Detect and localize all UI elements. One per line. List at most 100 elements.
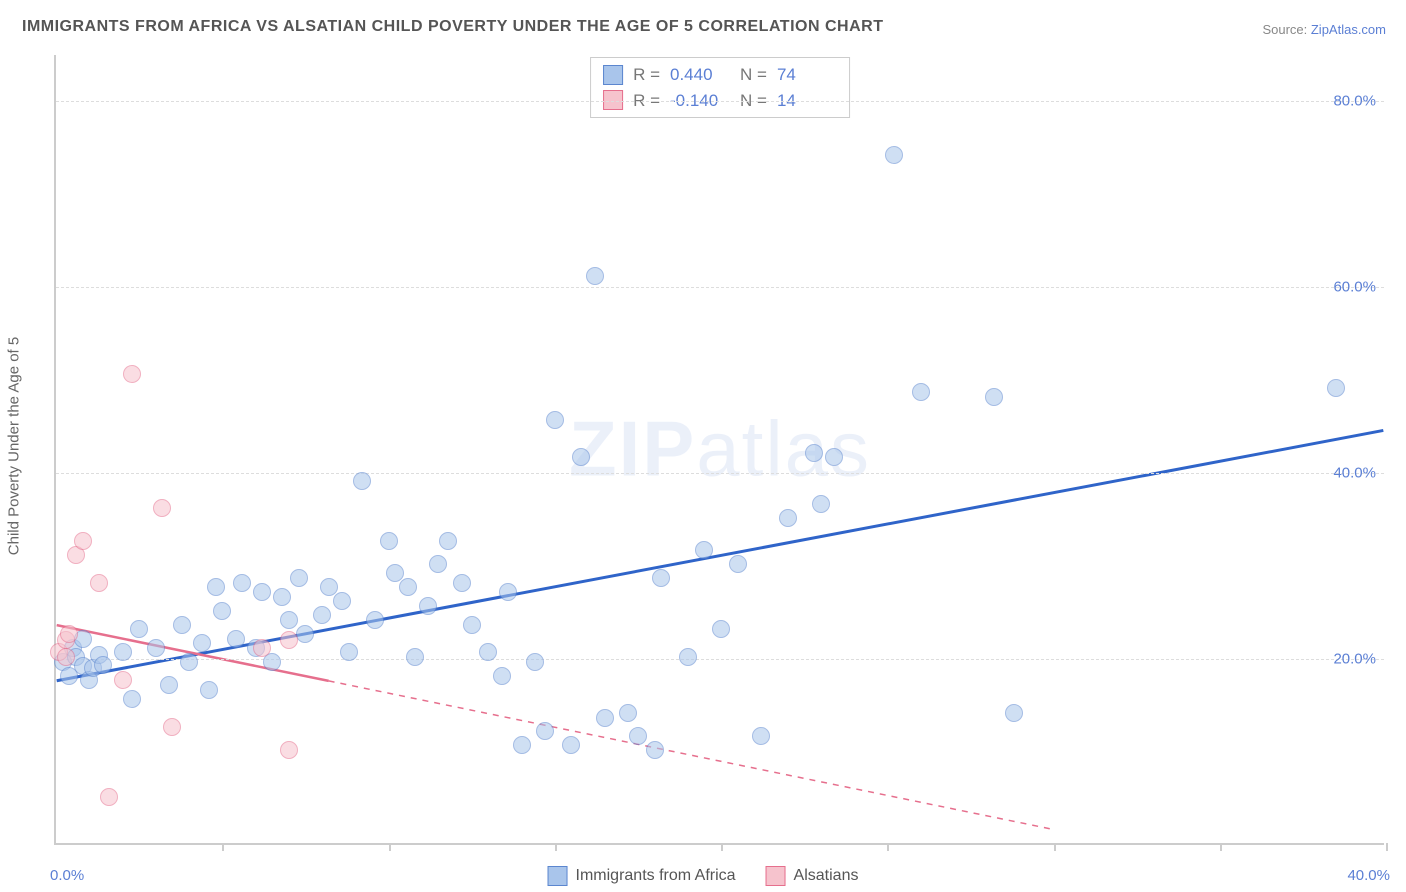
- scatter-point: [562, 736, 580, 754]
- scatter-point: [439, 532, 457, 550]
- scatter-point: [90, 574, 108, 592]
- legend-label: Immigrants from Africa: [576, 867, 736, 885]
- scatter-point: [313, 606, 331, 624]
- x-tick: [555, 843, 557, 851]
- gridline: [56, 473, 1384, 474]
- r-label: R =: [633, 62, 660, 88]
- scatter-point: [130, 620, 148, 638]
- n-value: 14: [777, 88, 837, 114]
- n-label: N =: [740, 62, 767, 88]
- scatter-point: [160, 676, 178, 694]
- scatter-point: [1005, 704, 1023, 722]
- chart-title: IMMIGRANTS FROM AFRICA VS ALSATIAN CHILD…: [22, 18, 883, 36]
- scatter-point: [513, 736, 531, 754]
- scatter-point: [429, 555, 447, 573]
- gridline: [56, 659, 1384, 660]
- x-tick: [721, 843, 723, 851]
- r-value: 0.440: [670, 62, 730, 88]
- scatter-point: [586, 267, 604, 285]
- y-tick-label: 20.0%: [1333, 651, 1376, 668]
- scatter-point: [985, 388, 1003, 406]
- source-label: Source:: [1262, 22, 1310, 37]
- scatter-point: [290, 569, 308, 587]
- scatter-point: [153, 499, 171, 517]
- scatter-point: [114, 643, 132, 661]
- scatter-point: [200, 681, 218, 699]
- scatter-point: [123, 365, 141, 383]
- scatter-point: [399, 578, 417, 596]
- legend-label: Alsatians: [794, 867, 859, 885]
- legend-swatch: [603, 65, 623, 85]
- r-label: R =: [633, 88, 660, 114]
- x-axis-max-label: 40.0%: [1347, 867, 1390, 884]
- scatter-point: [752, 727, 770, 745]
- x-tick: [389, 843, 391, 851]
- scatter-point: [419, 597, 437, 615]
- legend-swatch: [603, 90, 623, 110]
- scatter-point: [333, 592, 351, 610]
- scatter-point: [253, 639, 271, 657]
- scatter-point: [227, 630, 245, 648]
- scatter-point: [679, 648, 697, 666]
- y-tick-label: 40.0%: [1333, 465, 1376, 482]
- scatter-point: [74, 532, 92, 550]
- scatter-point: [60, 625, 78, 643]
- scatter-point: [536, 722, 554, 740]
- scatter-point: [652, 569, 670, 587]
- legend-item: Immigrants from Africa: [548, 866, 736, 886]
- scatter-point: [253, 583, 271, 601]
- scatter-point: [812, 495, 830, 513]
- scatter-point: [406, 648, 424, 666]
- scatter-plot-area: ZIPatlas R =0.440N =74R =-0.140N =14 20.…: [54, 55, 1384, 845]
- source-link[interactable]: ZipAtlas.com: [1311, 22, 1386, 37]
- legend-item: Alsatians: [766, 866, 859, 886]
- scatter-point: [213, 602, 231, 620]
- scatter-point: [729, 555, 747, 573]
- trendlines-layer: [56, 55, 1384, 843]
- scatter-point: [57, 648, 75, 666]
- scatter-point: [280, 741, 298, 759]
- x-tick: [222, 843, 224, 851]
- watermark: ZIPatlas: [569, 404, 871, 495]
- scatter-point: [805, 444, 823, 462]
- x-tick: [887, 843, 889, 851]
- x-axis-min-label: 0.0%: [50, 867, 84, 884]
- y-tick-label: 60.0%: [1333, 279, 1376, 296]
- scatter-point: [193, 634, 211, 652]
- scatter-point: [629, 727, 647, 745]
- scatter-point: [526, 653, 544, 671]
- scatter-point: [546, 411, 564, 429]
- scatter-point: [463, 616, 481, 634]
- scatter-point: [296, 625, 314, 643]
- scatter-point: [123, 690, 141, 708]
- scatter-point: [912, 383, 930, 401]
- scatter-point: [180, 653, 198, 671]
- x-tick: [1220, 843, 1222, 851]
- scatter-point: [779, 509, 797, 527]
- stats-row: R =0.440N =74: [603, 62, 837, 88]
- scatter-point: [695, 541, 713, 559]
- x-tick: [1054, 843, 1056, 851]
- scatter-point: [712, 620, 730, 638]
- correlation-stats-legend: R =0.440N =74R =-0.140N =14: [590, 57, 850, 118]
- scatter-point: [353, 472, 371, 490]
- scatter-point: [646, 741, 664, 759]
- source-attribution: Source: ZipAtlas.com: [1262, 22, 1386, 37]
- scatter-point: [280, 631, 298, 649]
- stats-row: R =-0.140N =14: [603, 88, 837, 114]
- scatter-point: [163, 718, 181, 736]
- gridline: [56, 287, 1384, 288]
- scatter-point: [366, 611, 384, 629]
- scatter-point: [173, 616, 191, 634]
- y-axis-title: Child Poverty Under the Age of 5: [6, 337, 23, 555]
- series-legend: Immigrants from Africa Alsatians: [548, 866, 859, 886]
- scatter-point: [114, 671, 132, 689]
- scatter-point: [499, 583, 517, 601]
- scatter-point: [619, 704, 637, 722]
- scatter-point: [207, 578, 225, 596]
- scatter-point: [885, 146, 903, 164]
- x-tick: [1386, 843, 1388, 851]
- scatter-point: [453, 574, 471, 592]
- scatter-point: [147, 639, 165, 657]
- scatter-point: [825, 448, 843, 466]
